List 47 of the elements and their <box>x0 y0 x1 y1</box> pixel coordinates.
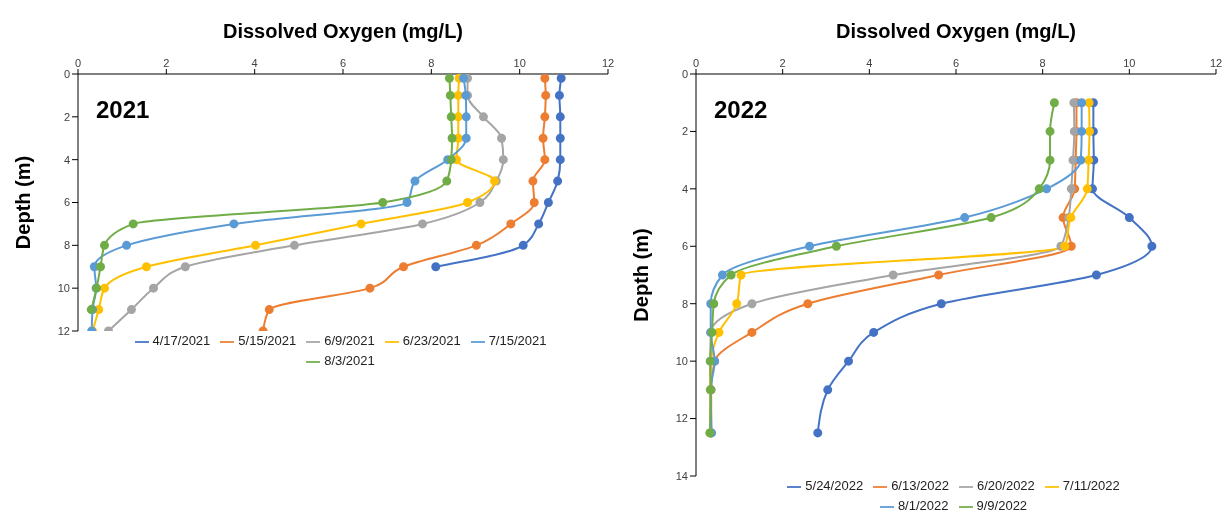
y-tick-label: 8 <box>63 239 70 252</box>
y-tick-label: 12 <box>57 324 70 337</box>
x-tick-label: 0 <box>74 57 82 69</box>
legend-label: 6/9/2021 <box>324 333 375 348</box>
x-tick-label: 6 <box>339 57 347 69</box>
legend-label: 8/1/2022 <box>897 498 949 513</box>
y-axis-title: Depth (m) <box>630 228 653 322</box>
x-tick-label: 8 <box>1039 57 1046 69</box>
legend-label: 7/11/2022 <box>1062 478 1120 493</box>
y-tick-label: 8 <box>681 297 688 310</box>
annotation: 2021 <box>96 96 150 124</box>
x-axis-title: Dissolved Oxygen (mg/L) <box>222 20 464 43</box>
legend-label: 6/23/2021 <box>402 333 461 348</box>
legend-label: 5/15/2021 <box>238 333 297 348</box>
legend-label: 4/17/2021 <box>152 333 211 348</box>
y-tick-label: 6 <box>681 240 688 253</box>
legend-label: 7/15/2021 <box>488 333 547 348</box>
x-tick-label: 8 <box>428 57 435 69</box>
y-tick-label: 0 <box>63 67 70 80</box>
y-axis-title: Depth (m) <box>12 155 35 250</box>
legend-label: 5/24/2022 <box>805 478 864 493</box>
x-tick-label: 12 <box>601 57 615 69</box>
y-tick-label: 10 <box>57 282 70 295</box>
x-tick-label: 4 <box>251 57 258 69</box>
x-tick-label: 12 <box>1209 57 1223 69</box>
legend-label: 8/3/2021 <box>324 353 375 368</box>
legend-label: 6/20/2022 <box>976 478 1035 493</box>
y-tick-label: 6 <box>63 196 70 209</box>
y-tick-label: 10 <box>675 355 688 368</box>
y-tick-label: 4 <box>63 153 70 166</box>
y-tick-label: 12 <box>675 412 688 425</box>
x-tick-label: 0 <box>692 57 700 69</box>
y-tick-label: 2 <box>63 110 70 123</box>
legend-label: 9/9/2022 <box>976 498 1028 513</box>
x-tick-label: 2 <box>163 57 170 69</box>
x-axis-title: Dissolved Oxygen (mg/L) <box>835 20 1077 43</box>
x-tick-label: 10 <box>1123 57 1136 69</box>
x-tick-label: 6 <box>952 57 960 69</box>
x-tick-label: 10 <box>513 57 526 69</box>
annotation: 2022 <box>714 96 768 124</box>
y-tick-label: 0 <box>681 67 688 80</box>
y-tick-label: 4 <box>681 182 688 195</box>
x-tick-label: 4 <box>866 57 873 69</box>
y-tick-label: 14 <box>675 469 688 482</box>
x-tick-label: 2 <box>779 57 786 69</box>
y-tick-label: 2 <box>681 125 688 138</box>
legend-label: 6/13/2022 <box>891 478 949 493</box>
